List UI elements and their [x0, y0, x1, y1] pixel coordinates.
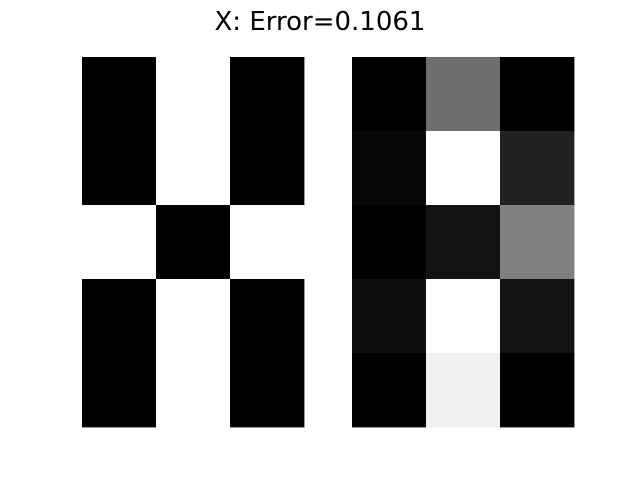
heatmap-cell	[426, 205, 501, 280]
heatmap-cell	[230, 279, 305, 354]
heatmap-cell	[500, 353, 575, 428]
heatmap-target	[82, 57, 305, 428]
heatmap-cell	[156, 57, 231, 132]
heatmap-cell	[156, 353, 231, 428]
heatmap-cell	[500, 279, 575, 354]
heatmap-cell	[500, 57, 575, 132]
heatmap-cell	[500, 205, 575, 280]
heatmap-cell	[352, 353, 427, 428]
heatmap-cell	[352, 279, 427, 354]
heatmap-cell	[230, 353, 305, 428]
heatmap-cell	[426, 57, 501, 132]
heatmap-cell	[230, 131, 305, 206]
heatmap-cell	[156, 279, 231, 354]
heatmap-cell	[426, 353, 501, 428]
heatmap-cell	[82, 353, 157, 428]
heatmap-cell	[352, 205, 427, 280]
heatmap-cell	[82, 205, 157, 280]
heatmap-cell	[230, 205, 305, 280]
heatmap-cell	[426, 131, 501, 206]
heatmap-cell	[156, 205, 231, 280]
heatmap-cell	[230, 57, 305, 132]
heatmap-cell	[500, 131, 575, 206]
heatmap-prediction	[352, 57, 575, 428]
heatmap-cell	[352, 131, 427, 206]
heatmap-cell	[426, 279, 501, 354]
heatmap-cell	[82, 131, 157, 206]
heatmap-cell	[156, 131, 231, 206]
heatmap-cell	[352, 57, 427, 132]
heatmap-cell	[82, 279, 157, 354]
figure-title: X: Error=0.1061	[214, 7, 426, 37]
heatmap-cell	[82, 57, 157, 132]
